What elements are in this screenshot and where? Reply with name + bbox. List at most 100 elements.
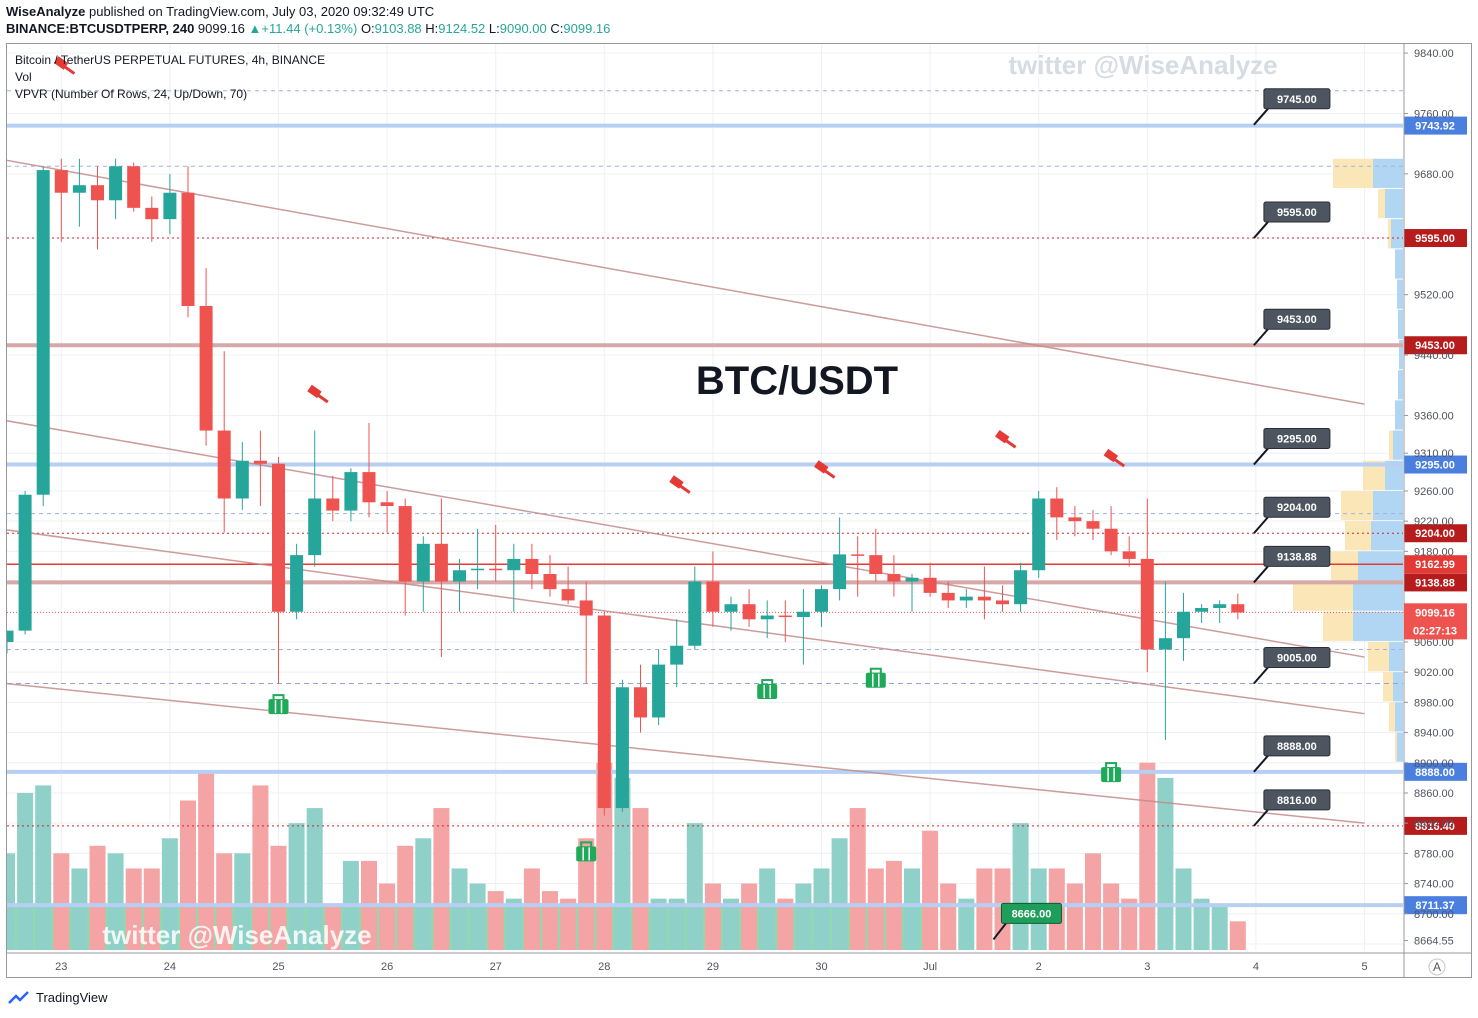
- vpvr-bar-up: [1353, 611, 1403, 641]
- callout-pointer: [1253, 809, 1269, 827]
- low-value: 9090.00: [499, 21, 547, 36]
- volume-bar: [849, 808, 866, 950]
- vpvr-bar-up: [1395, 702, 1403, 732]
- buy-bag-icon: [1101, 762, 1122, 783]
- symbol-label: BINANCE:BTCUSDTPERP, 240: [6, 21, 195, 36]
- volume-bar: [0, 853, 15, 950]
- chart-title: BTC/USDT: [696, 359, 898, 403]
- volume-bar: [1103, 883, 1120, 950]
- price-change: +11.44 (+0.13%): [261, 21, 358, 36]
- vpvr-bar-up: [1358, 551, 1403, 581]
- hammer-handle: [1004, 439, 1017, 449]
- candle-body: [290, 555, 304, 612]
- author-name[interactable]: WiseAnalyze: [6, 4, 86, 19]
- candle-body: [1104, 528, 1118, 552]
- vpvr-bar-down: [1323, 611, 1353, 641]
- time-tick-label: 29: [707, 961, 719, 973]
- candle-body: [36, 170, 50, 495]
- auto-scale-button[interactable]: A: [1433, 960, 1441, 974]
- candle-body: [489, 568, 503, 571]
- candle-body: [1032, 498, 1046, 571]
- candle-body: [253, 460, 267, 464]
- hammer-head: [307, 384, 322, 399]
- candle-body: [1086, 521, 1100, 529]
- candle-body: [109, 166, 123, 201]
- candle-body: [181, 192, 195, 306]
- vpvr-bar-down: [1293, 581, 1353, 611]
- candle-body: [1122, 551, 1136, 559]
- bar-countdown-label: 02:27:13: [1413, 625, 1457, 637]
- candle-body: [742, 604, 756, 620]
- close-label: C:: [550, 21, 564, 36]
- price-tick-label: 9840.00: [1414, 48, 1454, 60]
- callout-pointer: [1253, 447, 1269, 466]
- green-price-callout-label: 8666.00: [1012, 908, 1052, 920]
- chart-legend-title: Bitcoin / TetherUS PERPETUAL FUTURES, 4h…: [15, 53, 325, 67]
- sell-hammer-icon: [53, 56, 76, 75]
- volume-bar: [1085, 853, 1101, 950]
- time-tick-label: 4: [1253, 961, 1259, 973]
- volume-bar: [89, 845, 106, 950]
- price-axis-level-label: 9295.00: [1415, 460, 1455, 472]
- candle-body: [941, 592, 955, 601]
- candle-body: [706, 581, 720, 612]
- vpvr-bar-up: [1391, 219, 1403, 249]
- candle-body: [380, 502, 394, 507]
- price-axis-level-tag: [1404, 116, 1467, 135]
- volume-bar: [976, 868, 993, 950]
- volume-bar: [288, 823, 305, 950]
- candle-body: [1158, 638, 1172, 650]
- candle-body: [1195, 607, 1209, 612]
- price-tick-label: 8740.00: [1414, 879, 1454, 891]
- hammer-handle: [679, 484, 691, 494]
- candle-body: [199, 305, 213, 431]
- price-axis-level-label: 8711.37: [1415, 900, 1454, 912]
- price-callout-label: 9595.00: [1277, 207, 1317, 219]
- price-tick-label: 9760.00: [1414, 108, 1454, 120]
- time-tick-label: 27: [490, 961, 502, 973]
- volume-bar: [35, 785, 52, 950]
- volume-bar: [324, 906, 341, 950]
- chart-container[interactable]: 9745.00 9595.00 9453.00 9295.00 9204.00 9138.…: [0, 43, 1472, 978]
- volume-bar: [161, 838, 178, 950]
- price-axis-level-label: 9453.00: [1415, 340, 1455, 352]
- candle-body: [615, 687, 629, 809]
- volume-bar: [1229, 921, 1246, 950]
- volume-bar: [17, 792, 34, 950]
- tradingview-footer[interactable]: TradingView: [8, 990, 108, 1005]
- candle-body: [344, 472, 358, 511]
- sell-hammer-icon: [814, 460, 836, 479]
- volume-bar: [560, 898, 577, 950]
- candle-body: [398, 506, 412, 582]
- price-axis-level-tag: [1404, 816, 1467, 835]
- price-tick-label: 9440.00: [1414, 350, 1454, 362]
- volume-bar: [71, 868, 88, 950]
- bag-handle: [580, 841, 593, 849]
- candle-body: [163, 192, 177, 220]
- price-chart[interactable]: 9745.00 9595.00 9453.00 9295.00 9204.00 9138.…: [0, 44, 1471, 977]
- time-tick-label: Jul: [923, 961, 937, 973]
- volume-legend: Vol: [15, 70, 32, 84]
- last-price: 9099.16: [197, 21, 245, 36]
- candle-body: [1050, 498, 1064, 518]
- volume-bar: [143, 868, 160, 950]
- hammer-head: [669, 475, 684, 489]
- price-callout-label: 9295.00: [1277, 434, 1317, 446]
- time-tick-label: 5: [1361, 961, 1367, 973]
- hammer-head: [814, 460, 829, 474]
- current-price-tag: [1404, 603, 1467, 640]
- volume-bar: [1121, 898, 1138, 950]
- price-axis-level-tag: [1404, 896, 1467, 915]
- ohlc-line: BINANCE:BTCUSDTPERP, 240 9099.16 ▲+11.44…: [6, 21, 610, 36]
- green-price-callout-box: [1000, 902, 1062, 924]
- price-callout-label: 8888.00: [1277, 741, 1317, 753]
- vpvr-bar-up: [1399, 339, 1403, 370]
- callout-pointer: [1253, 516, 1269, 534]
- vpvr-bar-down: [1363, 460, 1385, 490]
- volume-bar: [180, 800, 196, 950]
- sell-hammer-icon: [669, 475, 691, 494]
- volume-bar: [741, 883, 758, 950]
- vpvr-bar-up: [1395, 400, 1403, 430]
- bag-handle: [1105, 762, 1118, 770]
- price-callout-label: 9204.00: [1277, 502, 1317, 514]
